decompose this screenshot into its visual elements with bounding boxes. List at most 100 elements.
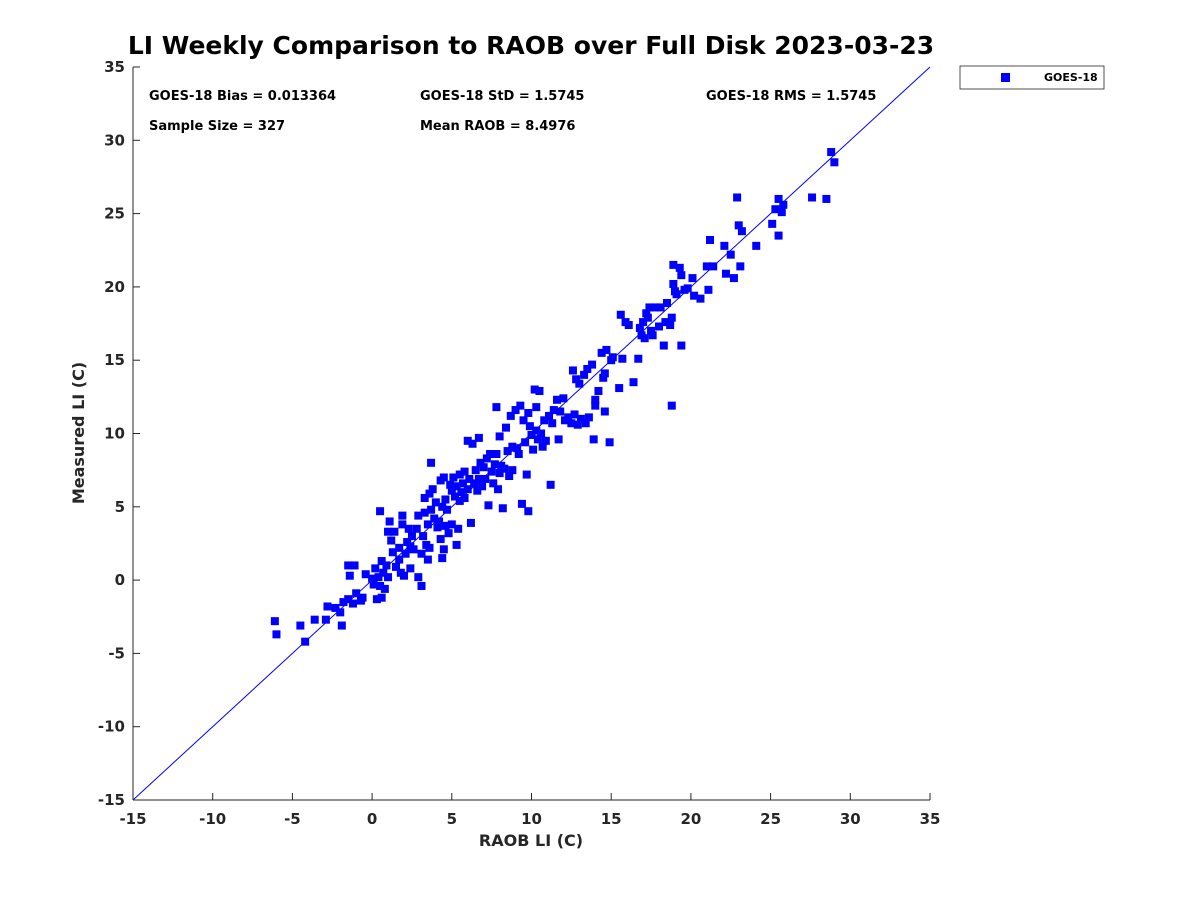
x-tick-label: -10 xyxy=(199,810,226,828)
data-point xyxy=(439,545,448,554)
data-point xyxy=(774,194,783,203)
y-tick-label: 25 xyxy=(104,205,125,223)
data-point xyxy=(677,341,686,350)
data-point xyxy=(615,384,624,393)
data-point xyxy=(479,463,488,472)
data-point xyxy=(554,435,563,444)
data-point xyxy=(398,520,407,529)
legend-marker xyxy=(1001,73,1010,82)
data-point xyxy=(500,464,509,473)
data-point xyxy=(567,419,576,428)
data-point xyxy=(524,408,533,417)
data-point xyxy=(407,532,416,541)
data-point xyxy=(597,348,606,357)
data-point xyxy=(450,492,459,501)
data-point xyxy=(452,482,461,491)
data-point xyxy=(414,511,423,520)
data-point xyxy=(447,520,456,529)
data-point xyxy=(301,637,310,646)
data-point xyxy=(486,450,495,459)
data-point xyxy=(779,200,788,209)
data-point xyxy=(348,599,357,608)
data-point xyxy=(634,354,643,363)
data-point xyxy=(423,555,432,564)
y-axis-label: Measured LI (C) xyxy=(69,362,88,504)
data-point xyxy=(452,540,461,549)
data-point xyxy=(519,416,528,425)
data-point xyxy=(494,485,503,494)
data-point xyxy=(505,472,514,481)
data-point xyxy=(374,573,383,582)
data-point xyxy=(669,260,678,269)
plot-area xyxy=(132,66,931,801)
data-point xyxy=(675,263,684,272)
data-point xyxy=(395,555,404,564)
data-point xyxy=(575,379,584,388)
data-point xyxy=(455,496,464,505)
data-point xyxy=(376,581,385,590)
data-point xyxy=(777,208,786,217)
legend-label: GOES-18 xyxy=(1044,71,1098,84)
data-point xyxy=(535,386,544,395)
data-point xyxy=(618,354,627,363)
data-point xyxy=(513,444,522,453)
data-point xyxy=(599,373,608,382)
data-point xyxy=(466,518,475,527)
data-point xyxy=(734,221,743,230)
data-point xyxy=(661,318,670,327)
data-point xyxy=(688,274,697,283)
data-point xyxy=(481,474,490,483)
data-point xyxy=(323,602,332,611)
data-point xyxy=(647,326,656,335)
data-point xyxy=(495,432,504,441)
x-axis-ticks: -15 -10 -5 0 5 10 15 20 25 30 35 xyxy=(119,793,940,828)
legend: GOES-18 xyxy=(959,65,1105,90)
data-point xyxy=(427,458,436,467)
data-point xyxy=(430,514,439,523)
data-point xyxy=(337,621,346,630)
data-point xyxy=(517,499,526,508)
data-point xyxy=(667,313,676,322)
data-point xyxy=(345,571,354,580)
data-point xyxy=(417,549,426,558)
data-point xyxy=(404,524,413,533)
data-point xyxy=(656,303,665,312)
data-point xyxy=(471,466,480,475)
data-point xyxy=(521,438,530,447)
stat-bias: GOES-18 Bias = 0.013364 xyxy=(149,89,336,104)
data-point xyxy=(339,598,348,607)
data-point xyxy=(428,485,437,494)
data-point xyxy=(369,580,378,589)
x-tick-label: -15 xyxy=(119,810,146,828)
data-point xyxy=(387,536,396,545)
x-tick-label: 0 xyxy=(367,810,377,828)
data-point xyxy=(460,467,469,476)
data-point xyxy=(600,407,609,416)
y-tick-label: 15 xyxy=(104,351,125,369)
data-point xyxy=(438,502,447,511)
data-point xyxy=(524,507,533,516)
data-point xyxy=(629,378,638,387)
data-point xyxy=(672,290,681,299)
data-point xyxy=(548,419,557,428)
data-point xyxy=(648,331,657,340)
data-point xyxy=(310,615,319,624)
data-point xyxy=(639,318,648,327)
data-point xyxy=(564,413,573,422)
y-tick-label: 10 xyxy=(104,425,125,443)
data-point xyxy=(580,370,589,379)
data-point xyxy=(538,442,547,451)
data-point xyxy=(495,469,504,478)
data-point xyxy=(588,360,597,369)
data-point xyxy=(532,403,541,412)
data-point xyxy=(600,369,609,378)
data-point xyxy=(594,386,603,395)
data-point xyxy=(704,285,713,294)
x-tick-label: 30 xyxy=(840,810,861,828)
data-point xyxy=(344,561,353,570)
data-point xyxy=(423,520,432,529)
data-point xyxy=(624,321,633,330)
data-point xyxy=(439,473,448,482)
data-point xyxy=(425,489,434,498)
